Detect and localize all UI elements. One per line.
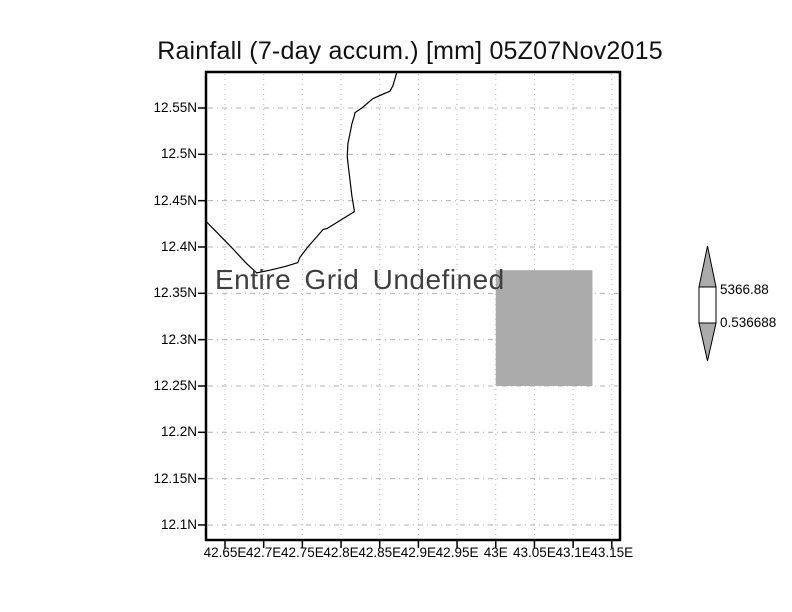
lat-tick-label: 12.3N <box>160 331 197 347</box>
colorbar-box <box>698 286 717 324</box>
colorbar-min-label: 0.536688 <box>720 315 777 330</box>
chart-title: Rainfall (7-day accum.) [mm] 05Z07Nov201… <box>157 37 663 65</box>
coastline-path <box>205 72 398 274</box>
axis-ticks <box>198 107 613 548</box>
lat-tick-label: 12.2N <box>160 424 197 440</box>
map-overlays <box>205 72 593 386</box>
map-frame <box>204 70 622 542</box>
undefined-grid-message: Entire Grid Undefined <box>215 264 505 295</box>
colorbar-down-arrow <box>698 322 717 362</box>
lat-tick-label: 12.55N <box>153 100 197 115</box>
lon-tick-label: 43.1E <box>555 545 591 560</box>
lon-tick-label: 42.7E <box>246 545 282 560</box>
lon-tick-label: 42.65E <box>203 545 247 560</box>
lat-tick-label: 12.1N <box>160 516 197 532</box>
lon-tick-label: 43.15E <box>590 545 634 560</box>
lon-tick-label: 42.95E <box>435 545 479 560</box>
grid-lines <box>208 74 618 538</box>
lon-tick-label: 42.85E <box>358 545 402 560</box>
lat-tick-label: 12.25N <box>153 377 197 393</box>
colorbar <box>698 245 717 362</box>
lon-tick-label: 42.9E <box>400 545 437 560</box>
lat-tick-label: 12.5N <box>160 146 197 162</box>
lon-tick-label: 43.05E <box>513 545 556 560</box>
undefined-region-shade <box>495 270 593 386</box>
lon-tick-label: 42.75E <box>280 545 324 560</box>
lat-tick-label: 12.4N <box>160 238 197 254</box>
colorbar-max-label: 5366.88 <box>720 282 769 297</box>
lon-tick-label: 43E <box>483 545 508 560</box>
lat-tick-label: 12.15N <box>153 470 197 486</box>
lat-tick-label: 12.45N <box>153 192 197 208</box>
lat-tick-label: 12.35N <box>153 285 197 301</box>
colorbar-up-arrow <box>698 245 717 288</box>
lon-tick-label: 42.8E <box>323 545 359 560</box>
